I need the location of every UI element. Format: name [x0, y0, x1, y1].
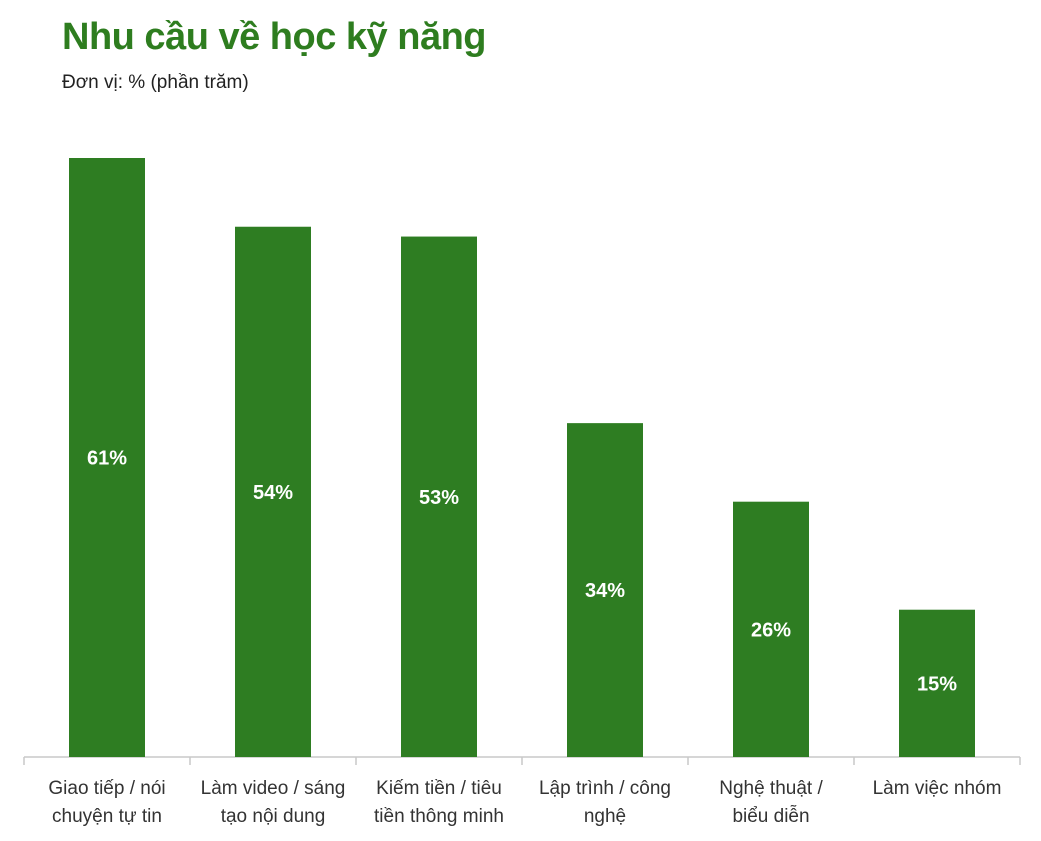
- bar-value-label: 53%: [419, 487, 459, 509]
- bar: [733, 501, 809, 757]
- x-tick-label: Giao tiếp / nói chuyện tự tin: [48, 778, 165, 827]
- bar-value-label: 15%: [917, 673, 957, 695]
- bar: [401, 236, 477, 757]
- bar-value-label: 26%: [751, 619, 791, 641]
- x-tick-label: Làm việc nhóm: [873, 778, 1002, 799]
- bar-value-label: 61%: [87, 448, 127, 470]
- bar: [69, 158, 145, 757]
- bar-value-label: 54%: [253, 482, 293, 504]
- x-tick-label: Kiếm tiền / tiêu tiền thông minh: [374, 778, 504, 827]
- bar: [899, 609, 975, 757]
- chart-subtitle: Đơn vị: % (phần trăm): [62, 72, 249, 93]
- x-tick-label: Nghệ thuật / biểu diễn: [719, 778, 823, 827]
- bar: [235, 226, 311, 758]
- x-tick-label: Lập trình / công nghệ: [539, 778, 671, 827]
- x-tick-label: Làm video / sáng tạo nội dung: [201, 778, 346, 827]
- chart-title: Nhu cầu về học kỹ năng: [62, 16, 487, 58]
- bar: [567, 423, 643, 757]
- bar-value-label: 34%: [585, 580, 625, 602]
